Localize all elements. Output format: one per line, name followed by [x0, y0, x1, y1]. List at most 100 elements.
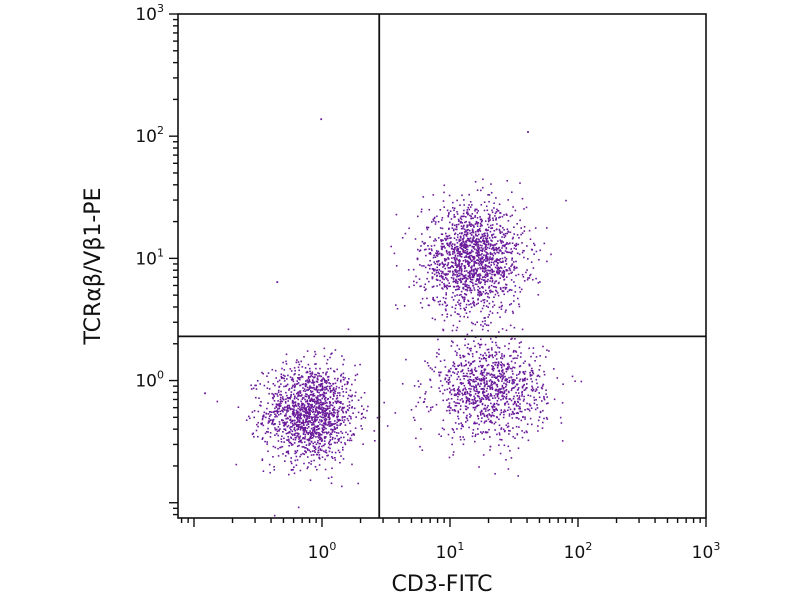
data-point [446, 316, 448, 318]
data-point [275, 433, 278, 435]
data-point [352, 433, 355, 435]
data-point [499, 452, 502, 455]
data-point [441, 427, 444, 430]
data-point [344, 383, 346, 386]
data-point [357, 482, 359, 485]
data-point [519, 371, 521, 374]
data-point [462, 250, 464, 252]
data-point [463, 270, 466, 272]
data-point [518, 397, 520, 399]
data-point [468, 244, 471, 247]
data-point [452, 201, 454, 204]
data-point [560, 422, 563, 424]
data-point [483, 276, 486, 278]
data-point [517, 354, 519, 357]
data-point [331, 352, 333, 355]
data-point [494, 397, 497, 399]
data-point [350, 434, 353, 437]
data-point [255, 429, 258, 432]
data-point [297, 391, 299, 394]
data-point [449, 210, 452, 212]
data-point [465, 303, 468, 306]
data-point [493, 202, 495, 204]
data-point [472, 385, 474, 388]
data-point [448, 409, 451, 412]
data-point [488, 380, 491, 382]
data-point [465, 312, 468, 314]
data-point [273, 466, 275, 468]
data-point [461, 425, 463, 427]
data-point [286, 409, 288, 412]
data-point [480, 224, 482, 226]
data-point [448, 242, 451, 245]
data-point [470, 291, 472, 294]
data-point [468, 303, 470, 306]
data-point [312, 427, 315, 429]
data-point [496, 385, 499, 388]
data-point [445, 309, 447, 312]
data-point [446, 278, 448, 280]
data-point [420, 211, 423, 213]
data-point [542, 421, 544, 424]
data-point [321, 427, 324, 430]
data-point [486, 387, 488, 390]
data-point [450, 247, 453, 250]
data-point [511, 242, 514, 244]
data-point [340, 436, 342, 439]
data-point [542, 383, 545, 386]
data-point [475, 221, 478, 224]
data-point [526, 387, 528, 389]
data-point [471, 399, 473, 401]
data-point [348, 404, 351, 406]
data-point [318, 389, 320, 391]
data-point [341, 419, 344, 422]
data-point [534, 360, 536, 362]
data-point [436, 266, 438, 269]
data-point [507, 390, 510, 393]
data-point [276, 415, 278, 418]
data-point [325, 427, 327, 430]
data-point [504, 235, 507, 237]
data-point [479, 282, 482, 285]
data-point [431, 276, 434, 278]
data-point [317, 439, 319, 442]
data-point [477, 291, 480, 294]
data-point [448, 402, 451, 404]
data-point [315, 432, 317, 435]
data-point [445, 239, 447, 241]
data-point [503, 363, 505, 366]
data-point [477, 395, 479, 398]
data-point [292, 404, 294, 407]
data-point [490, 261, 493, 264]
data-point [276, 393, 278, 395]
data-point [512, 411, 514, 414]
data-point [473, 273, 476, 275]
data-point [311, 437, 314, 439]
data-point [413, 385, 416, 387]
data-point [307, 420, 310, 423]
data-point [441, 287, 443, 289]
data-point [520, 233, 522, 236]
data-point [330, 404, 332, 406]
data-point [318, 411, 320, 414]
data-point [458, 286, 461, 288]
data-point [481, 286, 483, 288]
data-point [508, 272, 510, 275]
data-point [294, 436, 297, 439]
data-point [442, 399, 444, 402]
data-point [300, 404, 303, 407]
data-point [292, 468, 294, 471]
data-point [417, 380, 420, 382]
data-point [444, 308, 447, 311]
data-point [336, 397, 339, 399]
data-point [281, 445, 284, 448]
data-point [274, 446, 277, 449]
data-point [489, 214, 491, 216]
data-point [312, 408, 314, 411]
data-point [327, 421, 330, 424]
data-point [310, 399, 313, 401]
data-point [296, 417, 298, 419]
data-point [539, 364, 541, 367]
data-point [501, 247, 503, 249]
data-point [479, 353, 482, 356]
